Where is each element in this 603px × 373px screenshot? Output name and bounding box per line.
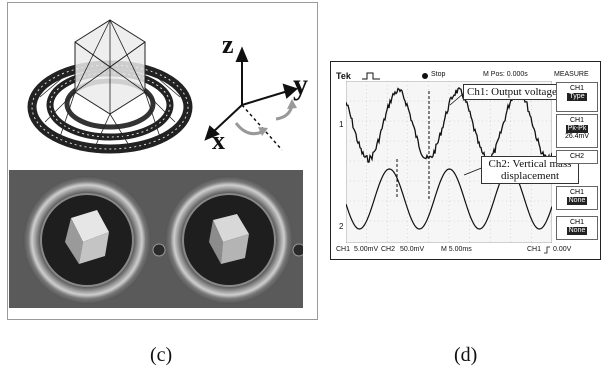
bottom-timebase: M 5.00ms — [441, 246, 472, 253]
bottom-ch1: CH1 — [336, 246, 351, 253]
bottom-trig-level: 0.00V — [553, 246, 572, 253]
callout-ch1: Ch1: Output voltage — [463, 84, 561, 100]
scope-brand: Tek — [336, 71, 351, 81]
measure-box-5-value: None — [566, 227, 588, 235]
measure-box-3[interactable]: CH2 — [556, 150, 598, 164]
ch2-marker: 2 — [339, 222, 344, 231]
scope-status: Stop — [431, 71, 446, 78]
measure-box-1-ch: CH1 — [569, 85, 584, 92]
bottom-ch1-scale: 5.00mV — [354, 246, 379, 253]
bottom-ch2: CH2 — [381, 246, 396, 253]
measure-box-2-value: Pk-Pk — [565, 125, 589, 133]
trigger-slope-icon — [544, 246, 550, 254]
trigger-pulse-icon — [362, 72, 380, 80]
cube-model-drawing — [27, 19, 193, 154]
caption-d: (d) — [454, 344, 478, 366]
bottom-trig-ch: CH1 — [527, 246, 542, 253]
measure-box-1-value: Type — [567, 93, 587, 101]
caption-c: (c) — [150, 344, 173, 366]
measure-box-5-ch: CH1 — [569, 219, 584, 226]
measure-box-4[interactable]: CH1 None — [556, 186, 598, 210]
measure-box-2-extra: 26.4mV — [564, 133, 590, 140]
measure-box-1[interactable]: CH1 Type — [556, 82, 598, 112]
measure-box-4-value: None — [566, 197, 588, 205]
scope-m-pos: M Pos: 0.000s — [483, 71, 528, 78]
measure-box-5[interactable]: CH1 None — [556, 216, 598, 240]
bottom-ch2-scale: 50.0mV — [400, 246, 425, 253]
prototype-photo — [9, 170, 303, 308]
measure-box-4-ch: CH1 — [569, 189, 584, 196]
axis-label-y: y — [293, 68, 308, 101]
measure-box-2-ch: CH1 — [569, 117, 584, 124]
callout-ch2-line1: Ch2: Vertical mass — [488, 158, 572, 170]
axis-label-z: z — [222, 30, 234, 59]
axes-triad-drawing — [204, 46, 298, 151]
axis-label-x: x — [212, 126, 225, 155]
stop-dot-icon — [422, 73, 428, 79]
measure-box-2[interactable]: CH1 Pk-Pk 26.4mV — [556, 114, 598, 148]
scope-menu-title: MEASURE — [554, 71, 589, 78]
ch1-marker: 1 — [339, 120, 344, 129]
measure-box-3-ch: CH2 — [569, 153, 584, 160]
callout-ch2-line2: displacement — [500, 170, 560, 182]
